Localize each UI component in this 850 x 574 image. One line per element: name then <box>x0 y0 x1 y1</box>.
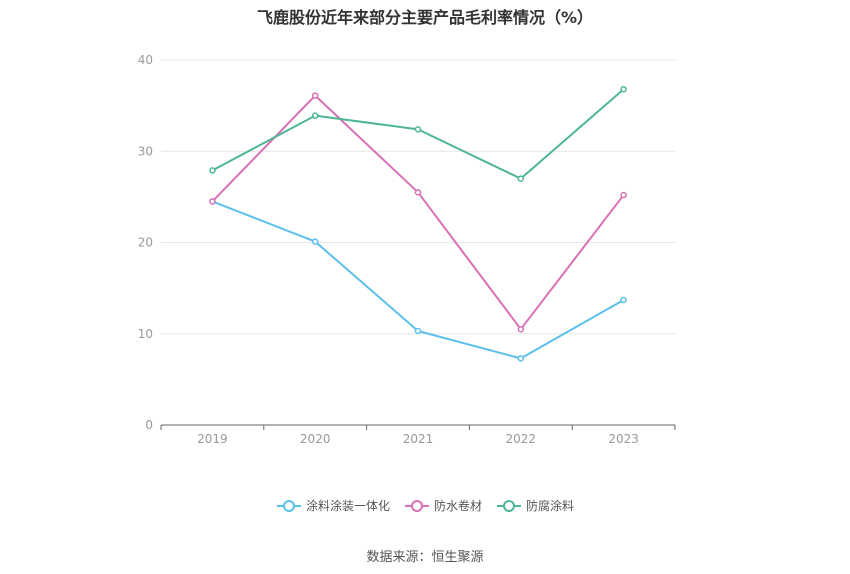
data-point[interactable] <box>209 198 216 205</box>
data-point[interactable] <box>517 175 525 182</box>
data-point[interactable] <box>620 191 627 199</box>
data-point[interactable] <box>311 238 319 245</box>
series-line <box>212 200 625 360</box>
series-0 <box>209 198 627 362</box>
y-tick-label: 20 <box>138 236 153 250</box>
series-2 <box>209 85 627 182</box>
x-tick-label: 2019 <box>197 432 228 446</box>
x-tick-label: 2021 <box>403 432 434 446</box>
y-tick-label: 10 <box>138 327 153 341</box>
y-tick-label: 30 <box>138 144 153 158</box>
chart-title: 飞鹿股份近年来部分主要产品毛利率情况（%） <box>256 8 594 27</box>
data-point[interactable] <box>414 327 422 335</box>
y-tick-label: 0 <box>145 418 153 432</box>
x-tick-label: 2023 <box>608 432 639 446</box>
series-1 <box>209 92 627 333</box>
data-point[interactable] <box>311 92 319 99</box>
y-tick-label: 40 <box>138 53 153 67</box>
grid-lines <box>161 59 675 335</box>
data-point[interactable] <box>414 189 422 196</box>
x-tick-label: 2022 <box>506 432 537 446</box>
data-point[interactable] <box>620 296 627 304</box>
legend-marker-icon <box>497 499 521 512</box>
source-text: 数据来源：恒生聚源 <box>366 550 484 565</box>
axes <box>160 424 676 430</box>
legend-label: 防水卷材 <box>433 499 482 513</box>
legend-marker-icon <box>276 499 301 512</box>
legend-label: 防腐涂料 <box>526 499 575 513</box>
legend-label: 涂料涂装一体化 <box>305 499 390 513</box>
legend-item-0[interactable]: 涂料涂装一体化 <box>276 497 390 514</box>
data-point[interactable] <box>517 325 525 333</box>
data-point[interactable] <box>620 85 627 93</box>
data-point[interactable] <box>414 126 422 133</box>
tick-labels: 0 10 20 30 40 2019 2020 2021 2022 2023 <box>138 53 639 446</box>
x-tick-label: 2020 <box>300 432 331 446</box>
series-lines <box>209 85 627 362</box>
data-point[interactable] <box>517 355 525 362</box>
legend-item-2[interactable]: 防腐涂料 <box>496 497 574 514</box>
legend-marker-icon <box>404 499 429 512</box>
legend: 涂料涂装一体化 防水卷材 防腐涂料 <box>0 497 850 514</box>
data-point[interactable] <box>311 112 319 119</box>
data-point[interactable] <box>209 167 216 174</box>
legend-item-1[interactable]: 防水卷材 <box>404 497 482 514</box>
series-line <box>211 88 625 180</box>
